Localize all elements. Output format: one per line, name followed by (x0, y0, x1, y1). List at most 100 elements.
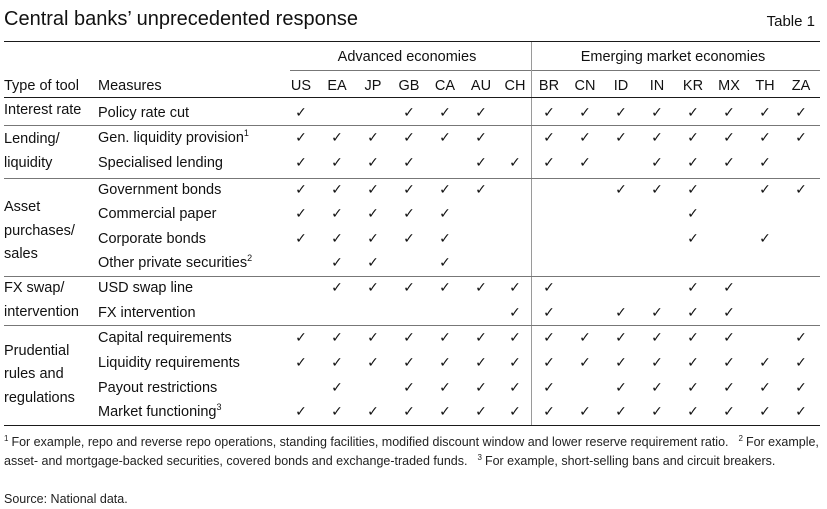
tool-label-line: Lending/ (4, 131, 60, 147)
country-header-jp: JP (364, 78, 382, 94)
country-header-id: ID (613, 78, 629, 94)
footnote-ref: 2 (247, 253, 253, 264)
measure-text: Payout restrictions (98, 380, 218, 396)
check-mark-id: ✓ (615, 380, 627, 396)
check-mark-jp: ✓ (367, 155, 379, 171)
tool-label: Asset purchases/sales (4, 196, 75, 267)
check-mark-ca: ✓ (439, 105, 451, 121)
check-mark-kr: ✓ (687, 404, 699, 420)
country-header-cn: CN (574, 78, 596, 94)
check-mark-th: ✓ (759, 231, 771, 247)
check-mark-ea: ✓ (331, 155, 343, 171)
check-mark-us: ✓ (295, 155, 307, 171)
check-mark-ea: ✓ (331, 404, 343, 420)
check-mark-ea: ✓ (331, 182, 343, 198)
check-mark-ch: ✓ (509, 305, 521, 321)
check-mark-cn: ✓ (579, 404, 591, 420)
check-mark-jp: ✓ (367, 231, 379, 247)
section-rule (4, 276, 820, 277)
check-mark-gb: ✓ (403, 182, 415, 198)
source-note: Source: National data. (4, 492, 128, 506)
check-mark-kr: ✓ (687, 155, 699, 171)
check-mark-ea: ✓ (331, 355, 343, 371)
bottom-rule (4, 425, 820, 426)
check-mark-kr: ✓ (687, 206, 699, 222)
check-mark-au: ✓ (475, 182, 487, 198)
measure-text: Other private securities (98, 255, 248, 271)
check-mark-ch: ✓ (509, 330, 521, 346)
check-mark-br: ✓ (543, 330, 555, 346)
check-mark-ea: ✓ (331, 330, 343, 346)
check-mark-ch: ✓ (509, 404, 521, 420)
measure-text: Government bonds (98, 182, 222, 198)
check-mark-gb: ✓ (403, 404, 415, 420)
group-emerging-economies: Emerging market economies (580, 49, 766, 65)
country-header-za: ZA (791, 78, 811, 94)
footnote-2-mark: 2 (738, 433, 743, 443)
measure-text: Capital requirements (98, 330, 232, 346)
footnotes: 1 For example, repo and reverse repo oper… (4, 433, 822, 471)
footnote-3-text: For example, short-selling bans and circ… (484, 454, 776, 468)
measure-label: FX intervention (98, 303, 196, 323)
check-mark-id: ✓ (615, 404, 627, 420)
check-mark-au: ✓ (475, 280, 487, 296)
country-header-in: IN (649, 78, 665, 94)
check-mark-cn: ✓ (579, 155, 591, 171)
tool-label-line: FX swap/ (4, 280, 65, 296)
check-mark-mx: ✓ (723, 330, 735, 346)
check-mark-us: ✓ (295, 231, 307, 247)
tool-label-line: Interest rate (4, 102, 82, 119)
check-mark-ca: ✓ (439, 380, 451, 396)
top-rule (4, 41, 820, 42)
measure-text: Corporate bonds (98, 231, 207, 247)
tool-label-line: Asset (4, 199, 41, 215)
check-mark-us: ✓ (295, 404, 307, 420)
check-mark-th: ✓ (759, 404, 771, 420)
check-mark-in: ✓ (651, 130, 663, 146)
check-mark-ca: ✓ (439, 330, 451, 346)
check-mark-gb: ✓ (403, 206, 415, 222)
measure-label: Market functioning3 (98, 402, 222, 422)
measure-label: Government bonds (98, 180, 221, 200)
check-mark-ch: ✓ (509, 155, 521, 171)
footnote-2-text: For example, asset- and mortgage-backed … (4, 435, 819, 468)
check-mark-za: ✓ (795, 380, 807, 396)
check-mark-br: ✓ (543, 404, 555, 420)
check-mark-au: ✓ (475, 380, 487, 396)
check-mark-jp: ✓ (367, 182, 379, 198)
check-mark-mx: ✓ (723, 155, 735, 171)
check-mark-in: ✓ (651, 330, 663, 346)
check-mark-cn: ✓ (579, 105, 591, 121)
check-mark-ca: ✓ (439, 206, 451, 222)
check-mark-gb: ✓ (403, 280, 415, 296)
measure-text: Gen. liquidity provision (98, 130, 244, 146)
check-mark-kr: ✓ (687, 380, 699, 396)
measure-text: USD swap line (98, 280, 194, 296)
measure-label: Capital requirements (98, 328, 232, 348)
check-mark-za: ✓ (795, 182, 807, 198)
check-mark-au: ✓ (475, 355, 487, 371)
measure-text: Commercial paper (98, 206, 217, 222)
check-mark-cn: ✓ (579, 330, 591, 346)
measure-text: Policy rate cut (98, 105, 190, 121)
country-header-ea: EA (327, 78, 347, 94)
section-rule (4, 178, 820, 179)
check-mark-ea: ✓ (331, 206, 343, 222)
check-mark-za: ✓ (795, 105, 807, 121)
check-mark-th: ✓ (759, 182, 771, 198)
check-mark-ea: ✓ (331, 255, 343, 271)
tool-label-line: purchases/ (4, 222, 75, 239)
country-header-kr: KR (682, 78, 704, 94)
check-mark-id: ✓ (615, 305, 627, 321)
check-mark-id: ✓ (615, 105, 627, 121)
check-mark-kr: ✓ (687, 280, 699, 296)
check-mark-gb: ✓ (403, 330, 415, 346)
check-mark-us: ✓ (295, 206, 307, 222)
measure-label: Corporate bonds (98, 229, 206, 249)
check-mark-us: ✓ (295, 355, 307, 371)
check-mark-za: ✓ (795, 330, 807, 346)
check-mark-ca: ✓ (439, 255, 451, 271)
tool-label: Prudential rules and regulations (4, 340, 75, 411)
tool-label-line: rules and (4, 366, 64, 383)
country-header-us: US (290, 78, 312, 94)
